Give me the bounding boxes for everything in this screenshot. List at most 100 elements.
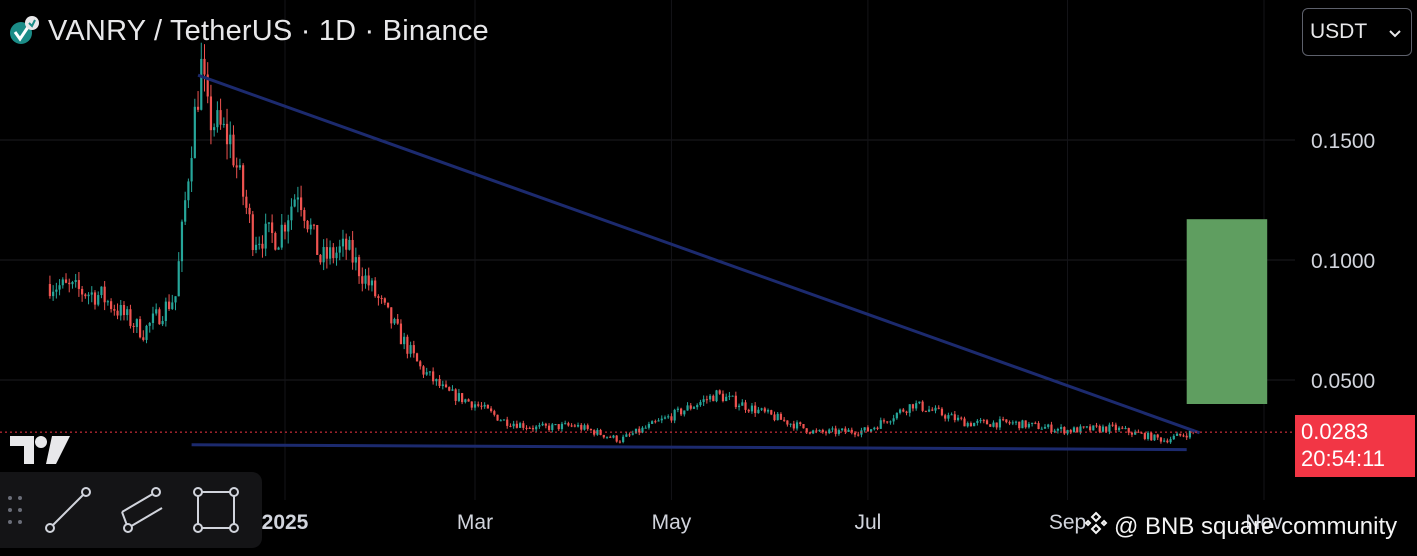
- candle-body: [805, 428, 808, 433]
- candle-body: [1137, 431, 1140, 433]
- candle-body: [1105, 426, 1108, 432]
- horizontal-support-line[interactable]: [191, 443, 1187, 452]
- candle-body: [103, 286, 106, 303]
- candle-body: [1027, 423, 1030, 428]
- candle-body: [528, 427, 531, 429]
- candle-body: [322, 247, 325, 263]
- candle-body: [428, 371, 432, 373]
- candle-body: [918, 401, 921, 404]
- candle-body: [493, 411, 496, 415]
- candle-body: [625, 434, 628, 437]
- x-tick-label: Jul: [854, 511, 881, 534]
- candle-body: [502, 419, 506, 421]
- x-tick-label: Sep: [1049, 511, 1086, 534]
- candle-body: [148, 322, 151, 326]
- candle-body: [113, 309, 116, 311]
- candle-body: [686, 405, 689, 411]
- candle-body: [651, 421, 654, 424]
- candle-body: [309, 224, 312, 230]
- rectangle-icon[interactable]: [192, 485, 240, 535]
- candle-body: [757, 409, 760, 414]
- candle-body: [167, 301, 171, 309]
- candle-body: [731, 395, 734, 397]
- candle-body: [989, 424, 992, 427]
- candle-body: [370, 280, 374, 286]
- candle-body: [641, 427, 644, 433]
- candle-countdown: 20:54:11: [1301, 446, 1386, 471]
- candle-body: [399, 323, 403, 345]
- candle-body: [995, 422, 998, 428]
- candle-body: [380, 298, 383, 300]
- candle-body: [518, 423, 522, 428]
- candle-body: [193, 106, 196, 159]
- candle-body: [129, 309, 132, 326]
- candle-body: [1069, 430, 1072, 433]
- watermark-text: @ BNB square community: [1114, 512, 1398, 540]
- x-axis: 2025 Mar May Jul Sep Nov: [262, 511, 1284, 534]
- currency-select[interactable]: USDT: [1302, 8, 1412, 56]
- descending-resistance-line[interactable]: [197, 73, 1201, 435]
- candle-body: [1150, 432, 1153, 441]
- target-zone-box[interactable]: [1186, 219, 1268, 404]
- drag-grip-icon[interactable]: [4, 490, 28, 530]
- candle-body: [196, 106, 200, 110]
- candle-body: [132, 325, 135, 328]
- candle-body: [435, 379, 438, 382]
- candle-body: [100, 286, 103, 296]
- candle-body: [477, 404, 480, 406]
- candle-body: [87, 294, 90, 297]
- candle-body: [551, 424, 554, 430]
- candle-body: [251, 214, 254, 251]
- candle-body: [921, 401, 924, 411]
- candle-body: [815, 430, 818, 432]
- candle-body: [267, 222, 270, 224]
- candle-body: [944, 415, 947, 419]
- candle-body: [1047, 424, 1050, 427]
- candle-body: [531, 428, 535, 430]
- parallel-channel-icon[interactable]: [118, 485, 166, 535]
- candle-body: [461, 393, 464, 403]
- chart-annotations[interactable]: [0, 73, 1295, 452]
- candle-body: [293, 199, 296, 207]
- candle-body: [795, 422, 799, 429]
- candle-body: [419, 361, 422, 367]
- candle-body: [74, 280, 77, 282]
- candle-body: [61, 279, 64, 286]
- candle-body: [847, 429, 850, 432]
- candle-body: [106, 301, 109, 303]
- tradingview-logo-icon[interactable]: [8, 434, 74, 466]
- candle-body: [213, 127, 216, 131]
- y-tick-label: 0.1500: [1311, 130, 1375, 153]
- candle-body: [1018, 421, 1021, 429]
- current-price-badge: 0.0283 20:54:11: [1295, 415, 1415, 477]
- current-price-value: 0.0283: [1301, 419, 1369, 444]
- candle-body: [1011, 422, 1014, 424]
- candle-body: [432, 371, 435, 382]
- candle-body: [812, 430, 815, 434]
- candle-body: [1043, 426, 1047, 429]
- candle-body: [741, 402, 744, 406]
- candle-body: [570, 425, 573, 427]
- candle-body: [155, 309, 158, 314]
- candle-body: [312, 224, 316, 226]
- candle-body: [1124, 428, 1127, 430]
- candle-body: [589, 428, 593, 431]
- candle-body: [1002, 419, 1005, 421]
- candle-body: [699, 402, 702, 406]
- watermark: @ BNB square community: [1084, 511, 1397, 542]
- candle-body: [573, 425, 576, 427]
- candle-body: [593, 430, 596, 435]
- candle-body: [464, 399, 467, 403]
- candle-body: [870, 429, 873, 432]
- candle-body: [783, 419, 786, 421]
- candle-body: [992, 422, 995, 427]
- candle-body: [702, 399, 705, 403]
- candle-body: [512, 423, 515, 427]
- candle-body: [541, 423, 544, 426]
- x-tick-label: Mar: [457, 511, 493, 534]
- candle-body: [206, 74, 209, 97]
- trend-line-icon[interactable]: [44, 485, 92, 535]
- candle-body: [332, 247, 335, 259]
- candle-body: [786, 420, 789, 425]
